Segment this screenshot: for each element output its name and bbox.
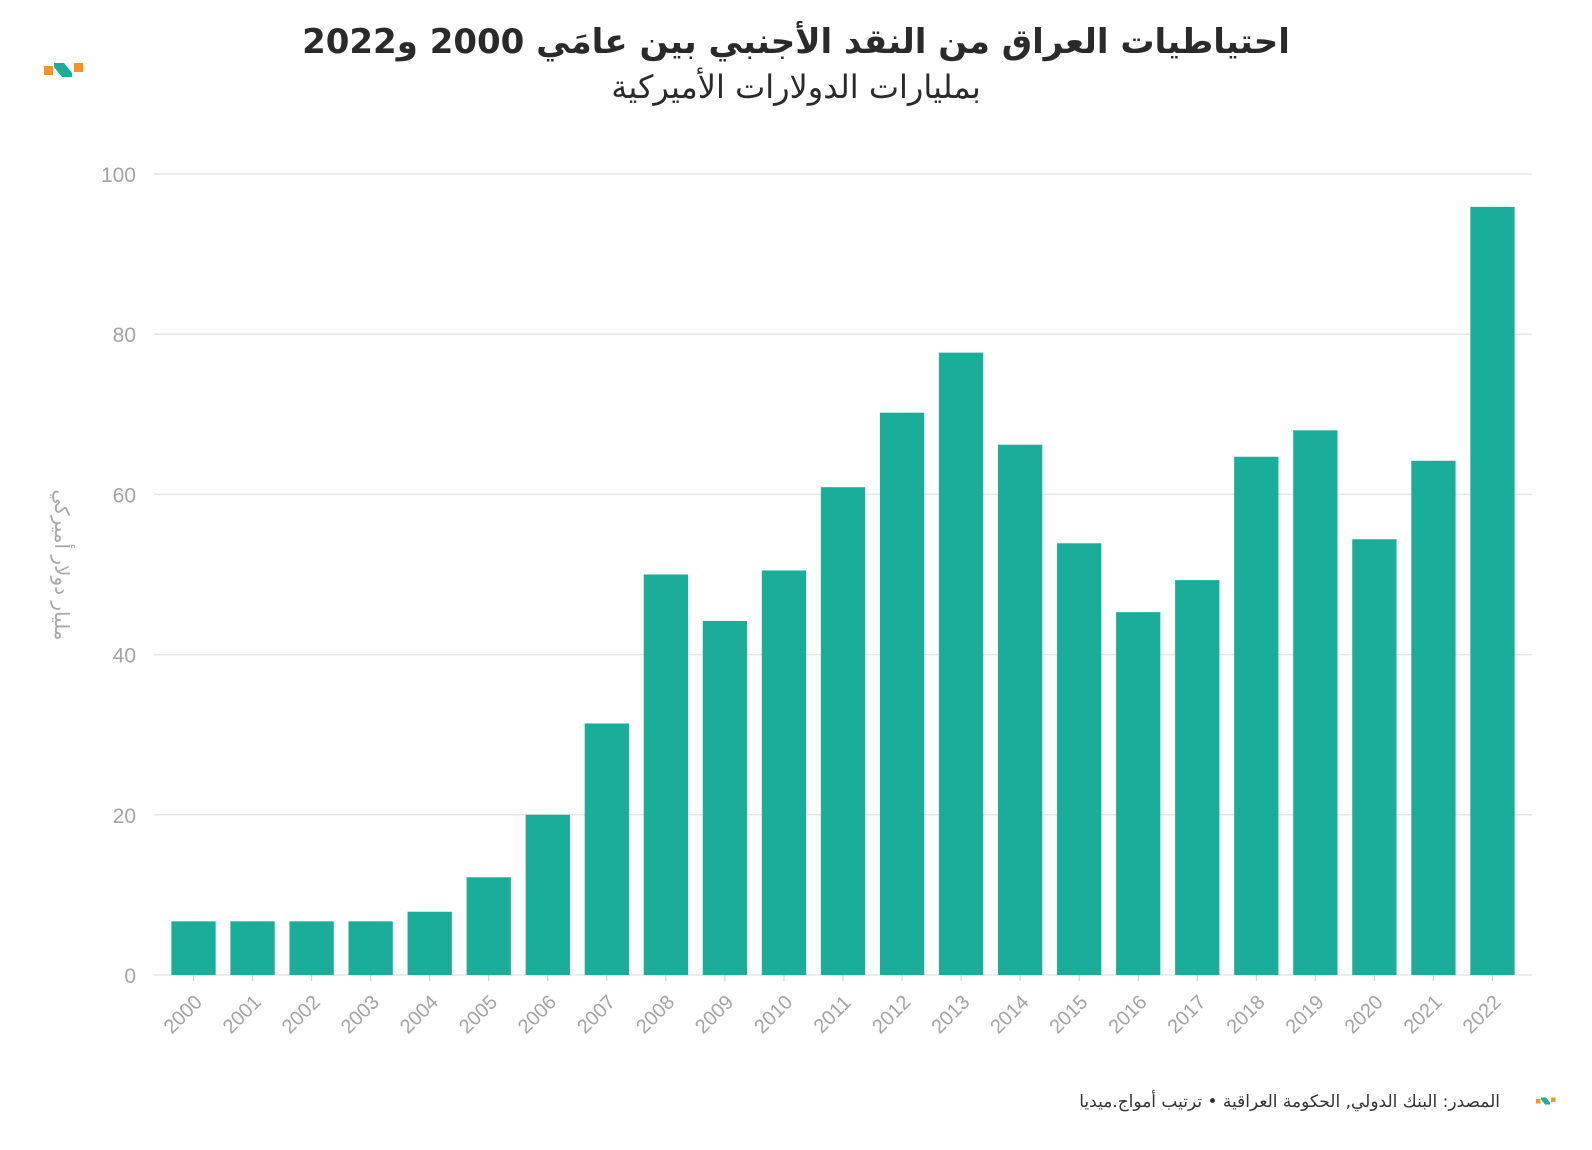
x-tick-label: 2012 [868,991,915,1038]
bar-2003 [348,921,393,975]
x-tick-label: 2021 [1400,991,1447,1038]
source-note: المصدر: البنك الدولي, الحكومة العراقية •… [1079,1092,1500,1112]
x-tick-label: 2015 [1045,991,1092,1038]
y-tick-label: 0 [124,965,136,988]
bar-2002 [289,921,334,975]
x-tick-label: 2010 [750,991,797,1038]
x-tick-label: 2006 [514,991,561,1038]
x-tick-label: 2020 [1341,991,1388,1038]
x-tick-label: 2022 [1459,991,1506,1038]
bar-2021 [1411,460,1456,975]
x-tick-label: 2018 [1223,991,1270,1038]
source-logo-icon [1536,1097,1556,1105]
x-tick-label: 2011 [810,992,856,1038]
y-tick-label: 100 [101,164,136,187]
bar-2019 [1293,430,1338,975]
bar-2016 [1116,612,1161,975]
y-tick-label: 80 [113,324,136,347]
bar-2011 [820,487,866,975]
bar-2000 [171,921,216,975]
chart-header: احتياطيات العراق من النقد الأجنبي بين عا… [0,22,1592,106]
x-tick-label: 2008 [632,991,679,1038]
x-tick-label: 2013 [927,991,974,1038]
bar-2014 [997,444,1043,975]
bar-2008 [643,574,689,975]
x-tick-label: 2000 [160,991,207,1038]
bar-2005 [466,877,511,975]
bar-2010 [761,570,807,975]
x-tick-label: 2003 [337,991,384,1038]
x-tick-label: 2019 [1282,991,1329,1038]
bar-2015 [1057,543,1102,975]
x-tick-label: 2001 [219,991,266,1038]
y-tick-label: 40 [113,645,136,668]
bar-2022 [1470,206,1515,975]
y-tick-label: 20 [113,805,136,828]
bar-2006 [525,814,570,975]
bar-2017 [1175,580,1220,975]
x-tick-label: 2002 [278,991,325,1038]
bar-2001 [230,921,275,975]
bar-chart: 0 20 40 60 80 100 2000 2001 2002 2003 2004 2005 2006… [101,164,1532,1038]
x-tick-label: 2004 [396,991,443,1038]
bar-2020 [1352,539,1397,975]
bar-2012 [879,412,925,975]
x-tick-label: 2009 [691,991,738,1038]
chart-subtitle: بمليارات الدولارات الأميركية [611,68,981,106]
bar-2013 [938,352,984,975]
x-tick-label: 2007 [573,991,620,1038]
brand-logo-icon [44,63,83,77]
x-tick-label: 2016 [1104,991,1151,1038]
y-tick-label: 60 [113,484,136,507]
x-tick-label: 2017 [1164,991,1211,1038]
bar-2009 [702,620,748,975]
bar-2018 [1234,456,1279,975]
x-tick-label: 2014 [986,991,1033,1038]
x-tick-label: 2005 [455,991,502,1038]
chart-title: احتياطيات العراق من النقد الأجنبي بين عا… [302,22,1290,62]
bar-2004 [407,911,452,975]
bar-2007 [584,723,629,975]
